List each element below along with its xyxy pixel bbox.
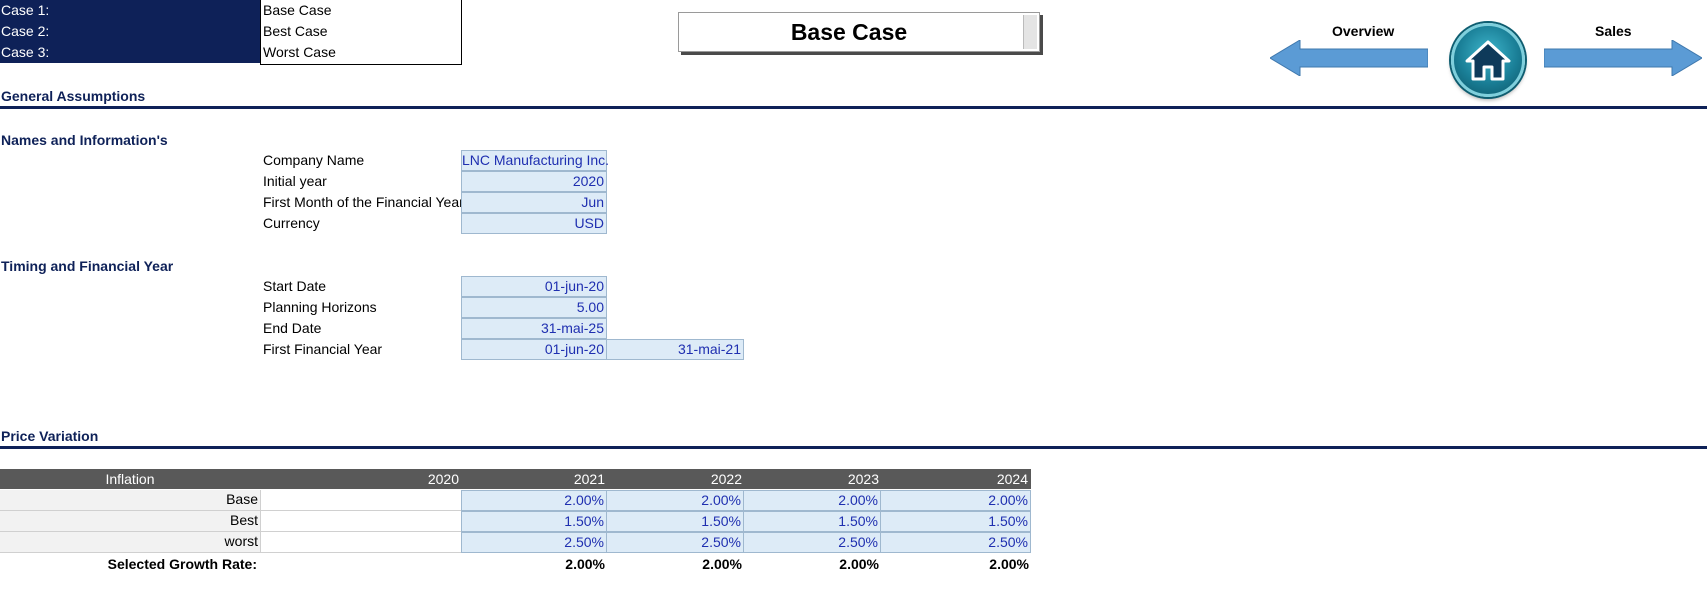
inflation-best-2023[interactable]: 1.50% bbox=[743, 511, 881, 532]
inflation-base-2023[interactable]: 2.00% bbox=[743, 490, 881, 511]
company-name-label: Company Name bbox=[263, 152, 365, 168]
table-row-label-best: Best bbox=[0, 511, 261, 532]
table-row-label-worst: worst bbox=[0, 532, 261, 553]
start-date-label: Start Date bbox=[263, 278, 327, 294]
section-timing-financial-year: Timing and Financial Year bbox=[1, 258, 174, 274]
initial-year-label: Initial year bbox=[263, 173, 327, 189]
first-month-field[interactable]: Jun bbox=[461, 192, 607, 213]
first-month-label: First Month of the Financial Year bbox=[263, 194, 464, 210]
section-price-variation: Price Variation bbox=[1, 428, 99, 444]
case-1-label: Case 1: bbox=[0, 0, 260, 21]
section-divider bbox=[0, 106, 1707, 109]
selected-growth-2022: 2.00% bbox=[702, 556, 742, 572]
table-header-year: 2021 bbox=[573, 471, 605, 487]
scenario-title: Base Case bbox=[790, 19, 908, 45]
inflation-worst-2023[interactable]: 2.50% bbox=[743, 532, 881, 553]
end-date-label: End Date bbox=[263, 320, 322, 336]
case-3-label: Case 3: bbox=[0, 42, 260, 63]
section-general-assumptions: General Assumptions bbox=[1, 88, 146, 104]
inflation-best-2024[interactable]: 1.50% bbox=[880, 511, 1031, 532]
inflation-best-2021[interactable]: 1.50% bbox=[461, 511, 607, 532]
table-cell-empty bbox=[261, 511, 461, 532]
table-header-inflation: Inflation bbox=[105, 471, 155, 487]
end-date-value: 31-mai-25 bbox=[461, 318, 607, 339]
scenario-dropdown-handle[interactable] bbox=[1023, 15, 1037, 49]
case-2-label: Case 2: bbox=[0, 21, 260, 42]
currency-field[interactable]: USD bbox=[461, 213, 607, 234]
home-icon bbox=[1465, 40, 1511, 81]
selected-growth-rate-label: Selected Growth Rate: bbox=[107, 556, 257, 572]
inflation-worst-2022[interactable]: 2.50% bbox=[606, 532, 744, 553]
inflation-table-header bbox=[0, 469, 1031, 489]
planning-horizons-label: Planning Horizons bbox=[263, 299, 377, 315]
inflation-worst-2021[interactable]: 2.50% bbox=[461, 532, 607, 553]
selected-growth-2021: 2.00% bbox=[565, 556, 605, 572]
initial-year-field[interactable]: 2020 bbox=[461, 171, 607, 192]
case-selector-border bbox=[260, 0, 462, 65]
first-financial-year-end: 31-mai-21 bbox=[606, 339, 744, 360]
section-divider bbox=[0, 446, 1707, 449]
company-name-field[interactable]: LNC Manufacturing Inc. bbox=[461, 150, 609, 171]
sales-arrow-icon[interactable] bbox=[1544, 40, 1702, 76]
inflation-best-2022[interactable]: 1.50% bbox=[606, 511, 744, 532]
scenario-title-box[interactable]: Base Case bbox=[678, 12, 1040, 52]
first-financial-year-label: First Financial Year bbox=[263, 341, 383, 357]
table-cell-empty bbox=[261, 532, 461, 553]
table-header-year: 2023 bbox=[847, 471, 879, 487]
table-cell-empty bbox=[261, 490, 461, 511]
nav-next-label[interactable]: Sales bbox=[1595, 23, 1632, 39]
inflation-worst-2024[interactable]: 2.50% bbox=[880, 532, 1031, 553]
table-header-year: 2024 bbox=[996, 471, 1028, 487]
inflation-base-2024[interactable]: 2.00% bbox=[880, 490, 1031, 511]
inflation-base-2022[interactable]: 2.00% bbox=[606, 490, 744, 511]
case-3-value[interactable]: Worst Case bbox=[263, 44, 336, 60]
nav-prev-label[interactable]: Overview bbox=[1332, 23, 1395, 39]
start-date-field[interactable]: 01-jun-20 bbox=[461, 276, 607, 297]
overview-arrow-icon[interactable] bbox=[1270, 40, 1428, 76]
table-header-year: 2022 bbox=[710, 471, 742, 487]
case-1-value[interactable]: Base Case bbox=[263, 2, 332, 18]
section-names-information: Names and Information's bbox=[1, 132, 168, 148]
planning-horizons-field[interactable]: 5.00 bbox=[461, 297, 607, 318]
table-header-year: 2020 bbox=[427, 471, 459, 487]
currency-label: Currency bbox=[263, 215, 320, 231]
first-financial-year-start: 01-jun-20 bbox=[461, 339, 607, 360]
inflation-base-2021[interactable]: 2.00% bbox=[461, 490, 607, 511]
selected-growth-2023: 2.00% bbox=[839, 556, 879, 572]
table-row-label-base: Base bbox=[0, 490, 261, 511]
selected-growth-2024: 2.00% bbox=[989, 556, 1029, 572]
home-button[interactable] bbox=[1451, 23, 1525, 97]
case-2-value[interactable]: Best Case bbox=[263, 23, 328, 39]
